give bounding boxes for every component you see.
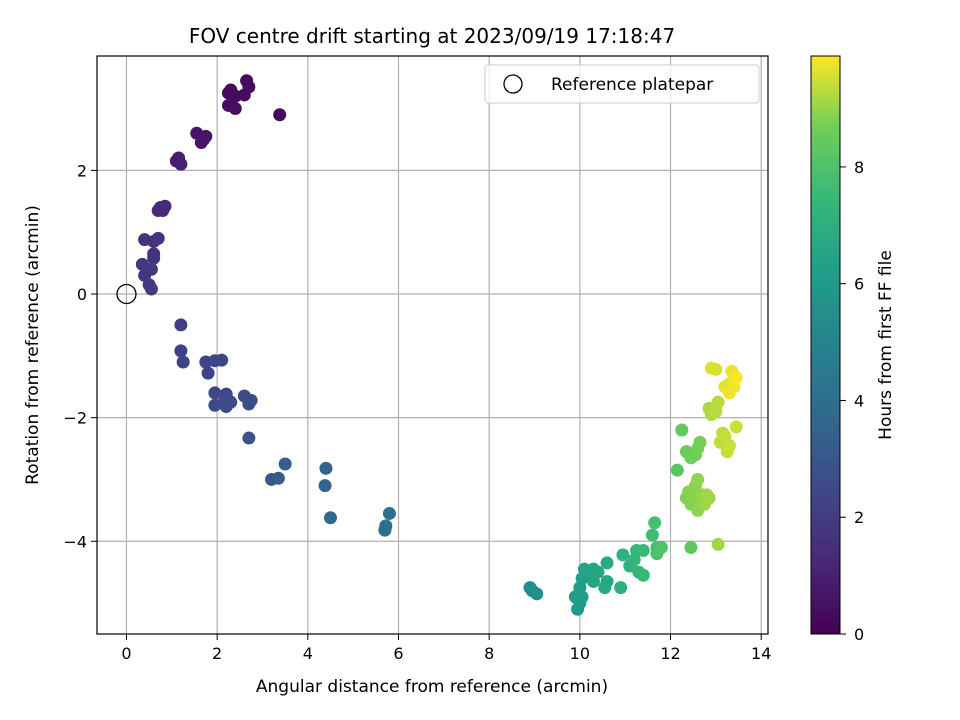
- data-point: [244, 393, 258, 407]
- data-point: [600, 556, 614, 570]
- data-point: [278, 457, 292, 471]
- data-point: [702, 491, 716, 505]
- data-point: [684, 540, 698, 554]
- y-tick-label: 2: [77, 161, 87, 180]
- reference-platepar-marker: [116, 283, 137, 305]
- data-point: [215, 353, 229, 367]
- x-tick-label: 2: [212, 644, 222, 663]
- data-point: [379, 519, 393, 533]
- data-point: [722, 386, 736, 400]
- data-point: [158, 199, 172, 213]
- x-tick-label: 14: [751, 644, 771, 663]
- colorbar-tick-label: 4: [854, 391, 864, 410]
- data-point: [323, 511, 337, 525]
- colorbar-gradient: [810, 55, 841, 635]
- data-points: [135, 74, 743, 616]
- data-point: [693, 435, 707, 449]
- data-point: [530, 587, 544, 601]
- data-point: [242, 431, 256, 445]
- data-point: [729, 420, 743, 434]
- data-point: [675, 423, 689, 437]
- data-point: [224, 395, 238, 409]
- legend: Reference platepar: [484, 64, 760, 104]
- x-tick-label: 10: [570, 644, 590, 663]
- data-point: [199, 129, 213, 143]
- data-point: [614, 581, 628, 595]
- data-point: [670, 463, 684, 477]
- data-point: [729, 370, 743, 384]
- colorbar: 0 2 4 6 8 Hours from first FF file: [810, 55, 896, 644]
- data-point: [135, 257, 149, 271]
- x-tick-label: 8: [484, 644, 494, 663]
- data-point: [151, 231, 165, 245]
- data-point: [711, 537, 725, 551]
- reference-marker-group: [116, 283, 137, 305]
- data-point: [201, 366, 215, 380]
- legend-box: [484, 64, 760, 104]
- data-point: [709, 362, 723, 376]
- data-point: [273, 108, 287, 122]
- data-point: [591, 565, 605, 579]
- data-point: [271, 471, 285, 485]
- colorbar-label: Hours from first FF file: [876, 250, 896, 440]
- data-point: [654, 540, 668, 554]
- data-point: [319, 461, 333, 475]
- colorbar-tick-label: 2: [854, 508, 864, 527]
- y-axis-ticks: −4 −2 0 2: [63, 161, 97, 551]
- grid-lines: [97, 56, 768, 634]
- data-point: [648, 516, 662, 530]
- colorbar-tick-label: 8: [854, 158, 864, 177]
- colorbar-tick-label: 6: [854, 275, 864, 294]
- y-tick-label: −2: [63, 409, 87, 428]
- y-tick-label: 0: [77, 285, 87, 304]
- data-point: [575, 590, 589, 604]
- data-point: [144, 282, 158, 296]
- data-point: [691, 472, 705, 486]
- data-point: [616, 548, 630, 562]
- legend-marker-icon: [503, 74, 523, 94]
- data-point: [208, 386, 222, 400]
- data-point: [174, 344, 188, 358]
- x-axis-label: Angular distance from reference (arcmin): [256, 677, 608, 697]
- colorbar-ticks: 0 2 4 6 8: [840, 158, 864, 644]
- data-point: [228, 102, 242, 116]
- legend-label: Reference platepar: [551, 75, 713, 95]
- y-axis-label: Rotation from reference (arcmin): [23, 205, 43, 485]
- x-tick-label: 12: [660, 644, 680, 663]
- data-point: [645, 528, 659, 542]
- data-point: [147, 251, 161, 265]
- plot-frame: [96, 55, 769, 635]
- data-point: [382, 506, 396, 520]
- data-point: [174, 157, 188, 171]
- colorbar-tick-label: 0: [854, 625, 864, 644]
- y-tick-label: −4: [63, 532, 87, 551]
- data-point: [242, 80, 256, 94]
- data-point: [636, 544, 650, 558]
- data-point: [176, 355, 190, 369]
- data-point: [318, 479, 332, 493]
- data-point: [711, 395, 725, 409]
- x-tick-label: 4: [303, 644, 313, 663]
- chart-title: FOV centre drift starting at 2023/09/19 …: [189, 24, 675, 48]
- data-point: [174, 318, 188, 332]
- x-tick-label: 0: [121, 644, 131, 663]
- data-point: [722, 438, 736, 452]
- x-tick-label: 6: [393, 644, 403, 663]
- data-point: [600, 574, 614, 588]
- x-axis-ticks: 0 2 4 6 8 10 12 14: [121, 634, 771, 663]
- data-point: [636, 568, 650, 582]
